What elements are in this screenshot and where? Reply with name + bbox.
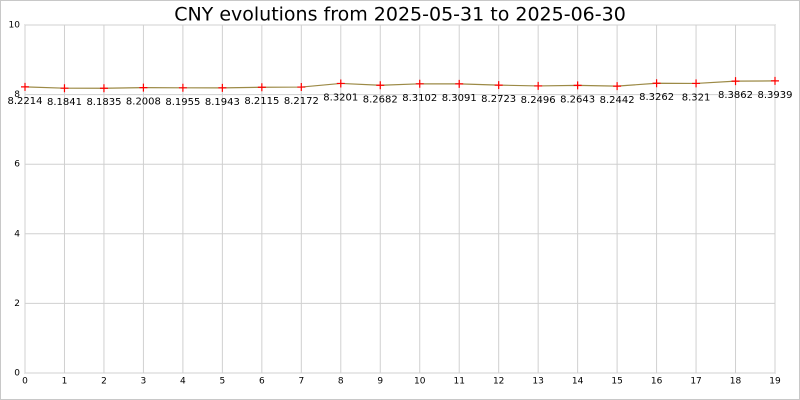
- y-tick-label: 6: [14, 160, 20, 170]
- data-label: 8.2723: [481, 94, 516, 105]
- marker: [178, 83, 187, 92]
- marker: [415, 79, 424, 88]
- x-tick-label: 11: [453, 377, 464, 387]
- data-label: 8.1955: [165, 97, 200, 108]
- x-tick-label: 8: [338, 377, 344, 387]
- marker: [494, 81, 503, 90]
- data-label: 8.2172: [284, 96, 319, 107]
- x-tick-label: 17: [690, 377, 701, 387]
- data-label: 8.2496: [521, 95, 556, 106]
- marker: [21, 82, 29, 91]
- x-tick-label: 4: [180, 377, 186, 387]
- marker: [336, 79, 345, 88]
- x-tick-label: 7: [298, 377, 304, 387]
- data-label: 8.3262: [639, 92, 674, 103]
- data-label: 8.1943: [205, 97, 240, 108]
- marker: [99, 84, 108, 93]
- x-tick-label: 5: [220, 377, 226, 387]
- data-label: 8.2442: [600, 95, 635, 106]
- x-tick-label: 10: [414, 377, 426, 387]
- x-tick-label: 15: [611, 377, 622, 387]
- y-tick-label: 2: [14, 299, 20, 309]
- marker: [731, 77, 740, 86]
- line: [24, 80, 776, 89]
- marker: [60, 84, 69, 93]
- marker: [455, 79, 464, 88]
- marker: [534, 81, 543, 90]
- marker: [139, 83, 148, 92]
- x-tick-label: 16: [651, 377, 663, 387]
- x-tick-label: 18: [730, 377, 742, 387]
- data-label: 8.3091: [442, 93, 477, 104]
- y-tick-label: 4: [14, 229, 20, 239]
- chart-title: CNY evolutions from 2025-05-31 to 2025-0…: [174, 4, 626, 26]
- y-tick-label: 0: [14, 369, 20, 379]
- y-tick-label: 10: [9, 21, 21, 31]
- x-tick-label: 12: [493, 377, 504, 387]
- data-label: 8.1841: [47, 97, 82, 108]
- data-label: 8.1835: [86, 97, 121, 108]
- marker: [297, 83, 306, 92]
- marker: [613, 82, 622, 91]
- data-label: 8.3939: [758, 90, 793, 101]
- plot-area: [24, 24, 776, 374]
- x-tick-label: 13: [532, 377, 543, 387]
- marker: [771, 76, 779, 85]
- data-label: 8.2682: [363, 94, 398, 105]
- data-label: 8.2115: [244, 96, 279, 107]
- data-label: 8.3102: [402, 93, 437, 104]
- x-tick-label: 6: [259, 377, 265, 387]
- y-tick-label: 8: [14, 90, 20, 100]
- data-label: 8.2643: [560, 94, 595, 105]
- x-tick-label: 3: [141, 377, 147, 387]
- x-tick-label: 1: [62, 377, 68, 387]
- data-label: 8.321: [682, 92, 711, 103]
- marker: [692, 79, 701, 88]
- x-tick-label: 14: [572, 377, 584, 387]
- marker: [376, 81, 385, 90]
- marker: [573, 81, 582, 90]
- data-label: 8.3862: [718, 90, 753, 101]
- x-tick-label: 9: [377, 377, 383, 387]
- marker: [257, 83, 266, 92]
- data-label: 8.2214: [8, 96, 43, 107]
- x-tick-label: 19: [769, 377, 781, 387]
- data-label: 8.3201: [323, 92, 358, 103]
- marker: [218, 83, 227, 92]
- x-tick-label: 0: [22, 377, 28, 387]
- marker: [652, 79, 661, 88]
- x-tick-label: 2: [101, 377, 107, 387]
- data-label: 8.2008: [126, 97, 161, 108]
